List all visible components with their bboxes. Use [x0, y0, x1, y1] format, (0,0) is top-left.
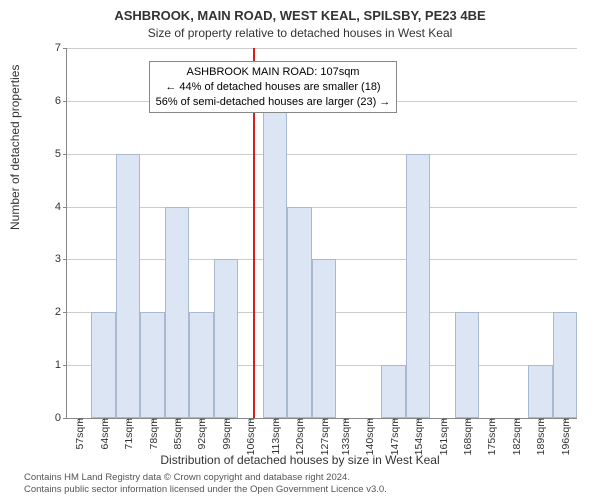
footer-line-2: Contains public sector information licen…	[24, 484, 387, 496]
x-tick-label: 99sqm	[219, 418, 233, 450]
annotation-larger-pct: 56% of semi-detached houses are larger (…	[156, 95, 391, 110]
x-tick-label: 182sqm	[509, 418, 523, 455]
histogram-bar	[263, 101, 287, 418]
x-tick-label: 64sqm	[97, 418, 111, 450]
histogram-bar	[553, 312, 577, 418]
x-tick-label: 154sqm	[411, 418, 425, 455]
grid-line	[67, 48, 577, 49]
y-axis-label: Number of detached properties	[8, 65, 22, 230]
chart-title-address: ASHBROOK, MAIN ROAD, WEST KEAL, SPILSBY,…	[0, 8, 600, 23]
histogram-bar	[116, 154, 140, 418]
histogram-bar	[312, 259, 336, 418]
y-tick-mark	[63, 418, 67, 419]
histogram-bar	[381, 365, 405, 418]
x-tick-label: 161sqm	[436, 418, 450, 455]
x-tick-label: 189sqm	[533, 418, 547, 455]
x-tick-label: 85sqm	[170, 418, 184, 450]
x-tick-label: 140sqm	[362, 418, 376, 455]
x-tick-label: 120sqm	[292, 418, 306, 455]
grid-line	[67, 154, 577, 155]
x-tick-label: 196sqm	[558, 418, 572, 455]
histogram-bar	[528, 365, 552, 418]
y-tick-mark	[63, 207, 67, 208]
y-tick-mark	[63, 259, 67, 260]
x-axis-label: Distribution of detached houses by size …	[0, 453, 600, 467]
chart-plot-area: 0123456757sqm64sqm71sqm78sqm85sqm92sqm99…	[66, 48, 577, 419]
x-tick-label: 113sqm	[268, 418, 282, 455]
annotation-smaller-pct: ← 44% of detached houses are smaller (18…	[156, 80, 391, 95]
x-tick-label: 57sqm	[72, 418, 86, 450]
y-tick-mark	[63, 101, 67, 102]
x-tick-label: 168sqm	[460, 418, 474, 455]
x-tick-label: 106sqm	[243, 418, 257, 455]
x-tick-label: 147sqm	[387, 418, 401, 455]
x-tick-label: 92sqm	[194, 418, 208, 450]
histogram-bar	[140, 312, 164, 418]
x-tick-label: 78sqm	[146, 418, 160, 450]
x-tick-label: 71sqm	[121, 418, 135, 450]
histogram-bar	[214, 259, 238, 418]
chart-title-sub: Size of property relative to detached ho…	[0, 26, 600, 40]
histogram-bar	[189, 312, 213, 418]
histogram-bar	[91, 312, 115, 418]
y-tick-mark	[63, 154, 67, 155]
x-tick-label: 175sqm	[484, 418, 498, 455]
grid-line	[67, 207, 577, 208]
x-tick-label: 133sqm	[338, 418, 352, 455]
footer-attribution: Contains HM Land Registry data © Crown c…	[24, 472, 387, 496]
annotation-property-size: ASHBROOK MAIN ROAD: 107sqm	[156, 65, 391, 80]
histogram-bar	[287, 207, 311, 418]
y-tick-mark	[63, 312, 67, 313]
y-tick-mark	[63, 365, 67, 366]
x-tick-label: 127sqm	[317, 418, 331, 455]
histogram-bar	[406, 154, 430, 418]
footer-line-1: Contains HM Land Registry data © Crown c…	[24, 472, 387, 484]
y-tick-mark	[63, 48, 67, 49]
histogram-bar	[455, 312, 479, 418]
histogram-bar	[165, 207, 189, 418]
property-annotation-box: ASHBROOK MAIN ROAD: 107sqm ← 44% of deta…	[149, 61, 398, 114]
